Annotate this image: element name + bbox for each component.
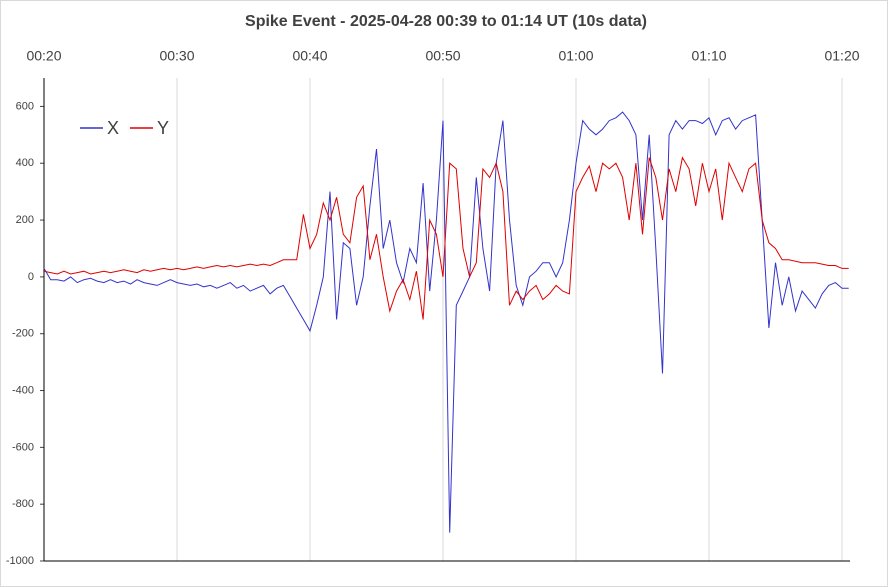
x-tick-label: 00:40 [292,48,327,64]
series-line [43,111,849,533]
y-tick-label: -800 [12,498,34,510]
y-tick-label: -600 [12,441,34,453]
y-tick-label: -1000 [6,555,34,567]
series-line [43,156,849,320]
x-tick-label: 00:50 [425,48,460,64]
legend-label: X [107,118,119,138]
x-tick-label: 00:30 [159,48,194,64]
y-tick-label: 0 [28,271,34,283]
x-tick-label: 01:10 [691,48,726,64]
x-tick-label: 00:20 [26,48,61,64]
x-tick-label: 01:00 [558,48,593,64]
y-tick-label: 600 [16,100,34,112]
y-tick-label: -400 [12,384,34,396]
x-tick-label: 01:20 [824,48,859,64]
y-tick-label: -200 [12,328,34,340]
chart-title: Spike Event - 2025-04-28 00:39 to 01:14 … [245,13,647,30]
legend-label: Y [157,118,169,138]
y-tick-label: 400 [16,157,34,169]
y-tick-label: 200 [16,214,34,226]
